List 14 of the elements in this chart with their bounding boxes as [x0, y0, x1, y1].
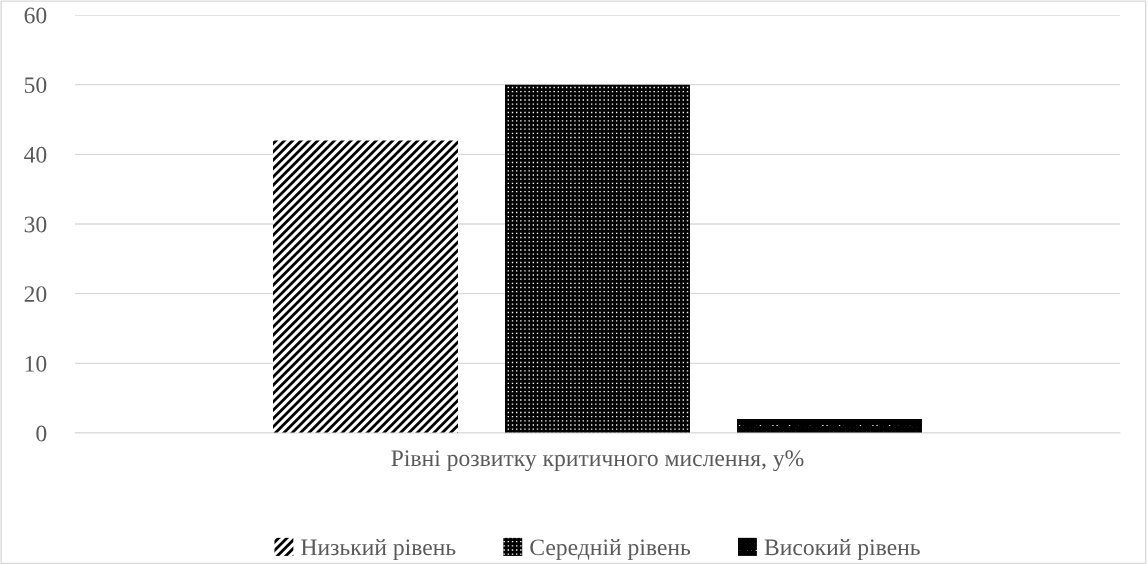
bar: [737, 419, 922, 433]
legend-label: Високий рівень: [764, 538, 920, 561]
y-tick-label: 60: [24, 7, 47, 24]
y-tick-label: 20: [24, 286, 47, 303]
bar: [505, 84, 690, 433]
y-tick-label: 30: [24, 216, 47, 233]
legend-label: Середній рівень: [530, 538, 691, 561]
y-tick-label: 40: [24, 146, 47, 163]
legend-label: Низький рівень: [301, 538, 456, 561]
y-tick-label: 0: [36, 425, 47, 442]
bar: [273, 140, 458, 433]
y-tick-label: 50: [24, 77, 47, 94]
y-tick-label: 10: [25, 355, 47, 372]
x-tick-label: Рівні розвитку критичного мислення, у%: [391, 450, 804, 472]
